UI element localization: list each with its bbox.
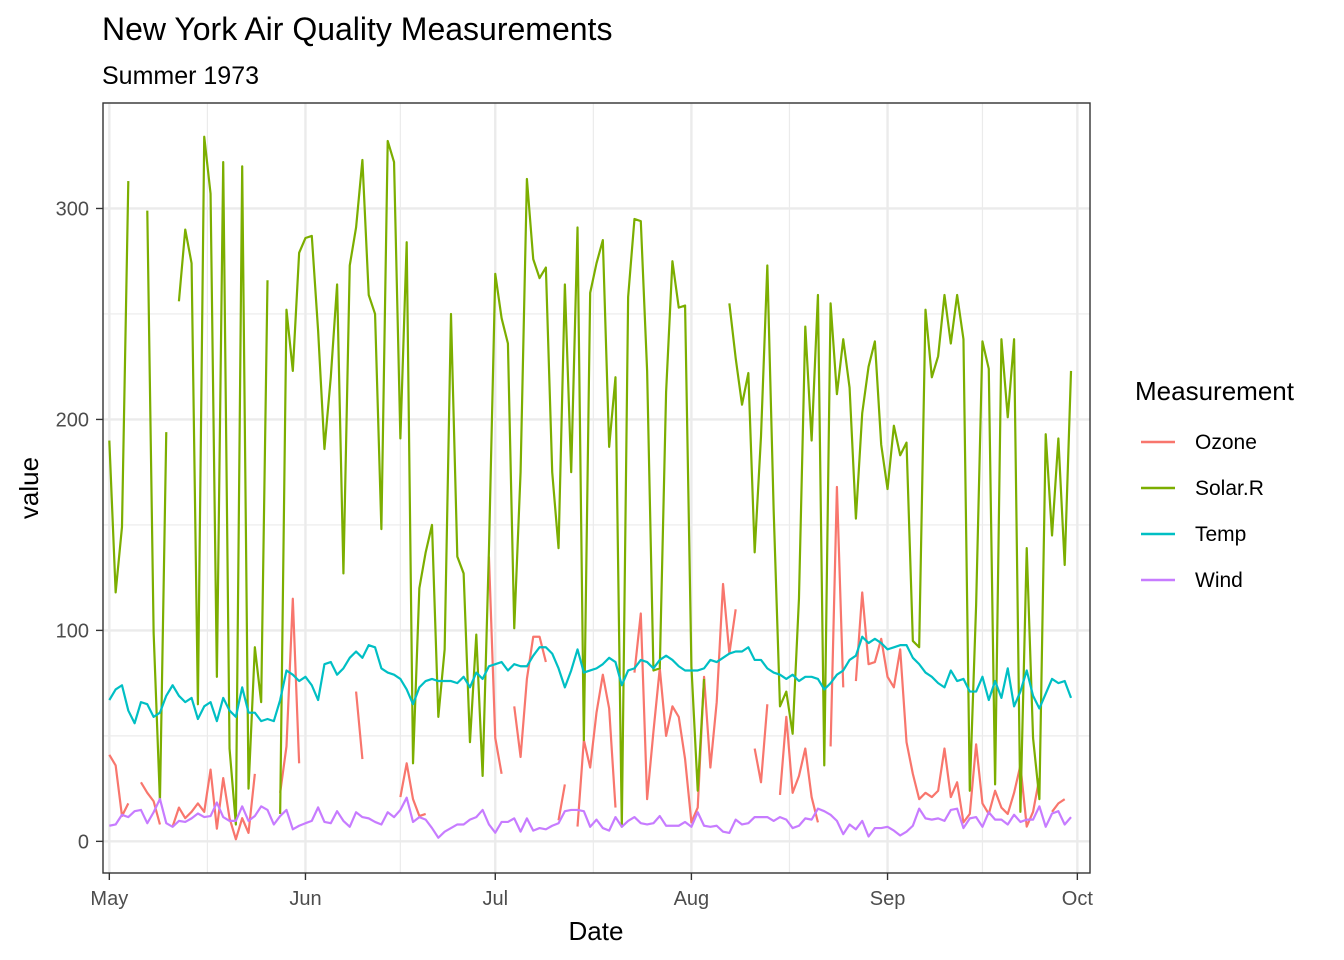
y-tick-label: 200 (56, 409, 89, 431)
chart-title: New York Air Quality Measurements (102, 11, 612, 47)
y-tick-label: 300 (56, 198, 89, 220)
x-tick-label: May (90, 888, 128, 910)
legend-label-solar-r: Solar.R (1195, 477, 1264, 500)
y-tick-label: 0 (78, 831, 89, 853)
plot-panel (102, 102, 1091, 874)
x-tick-label: Jun (289, 888, 321, 910)
series-line-wind (109, 796, 1072, 839)
x-tick-label: Jul (482, 888, 508, 910)
y-axis: 0 100 200 300 (56, 198, 103, 853)
legend-label-wind: Wind (1195, 569, 1243, 592)
series-lines (108, 135, 1073, 841)
legend-title: Measurement (1135, 376, 1295, 406)
legend: Measurement Ozone Solar.R Temp Wind (1135, 376, 1295, 592)
x-tick-label: Sep (870, 888, 906, 910)
legend-label-temp: Temp (1195, 523, 1246, 546)
x-axis-title: Date (569, 916, 624, 946)
y-axis-title: value (14, 457, 44, 519)
panel-background (103, 103, 1090, 873)
series-line-solar-r (108, 135, 1073, 828)
legend-label-ozone: Ozone (1195, 431, 1257, 454)
x-tick-label: Oct (1062, 888, 1094, 910)
y-tick-label: 100 (56, 620, 89, 642)
chart-subtitle: Summer 1973 (102, 62, 259, 90)
panel-border (102, 102, 1091, 874)
series-line-temp (108, 635, 1073, 725)
legend-items: Ozone Solar.R Temp Wind (1141, 431, 1264, 592)
x-tick-label: Aug (674, 888, 710, 910)
x-axis: May Jun Jul Aug Sep Oct (90, 873, 1093, 910)
